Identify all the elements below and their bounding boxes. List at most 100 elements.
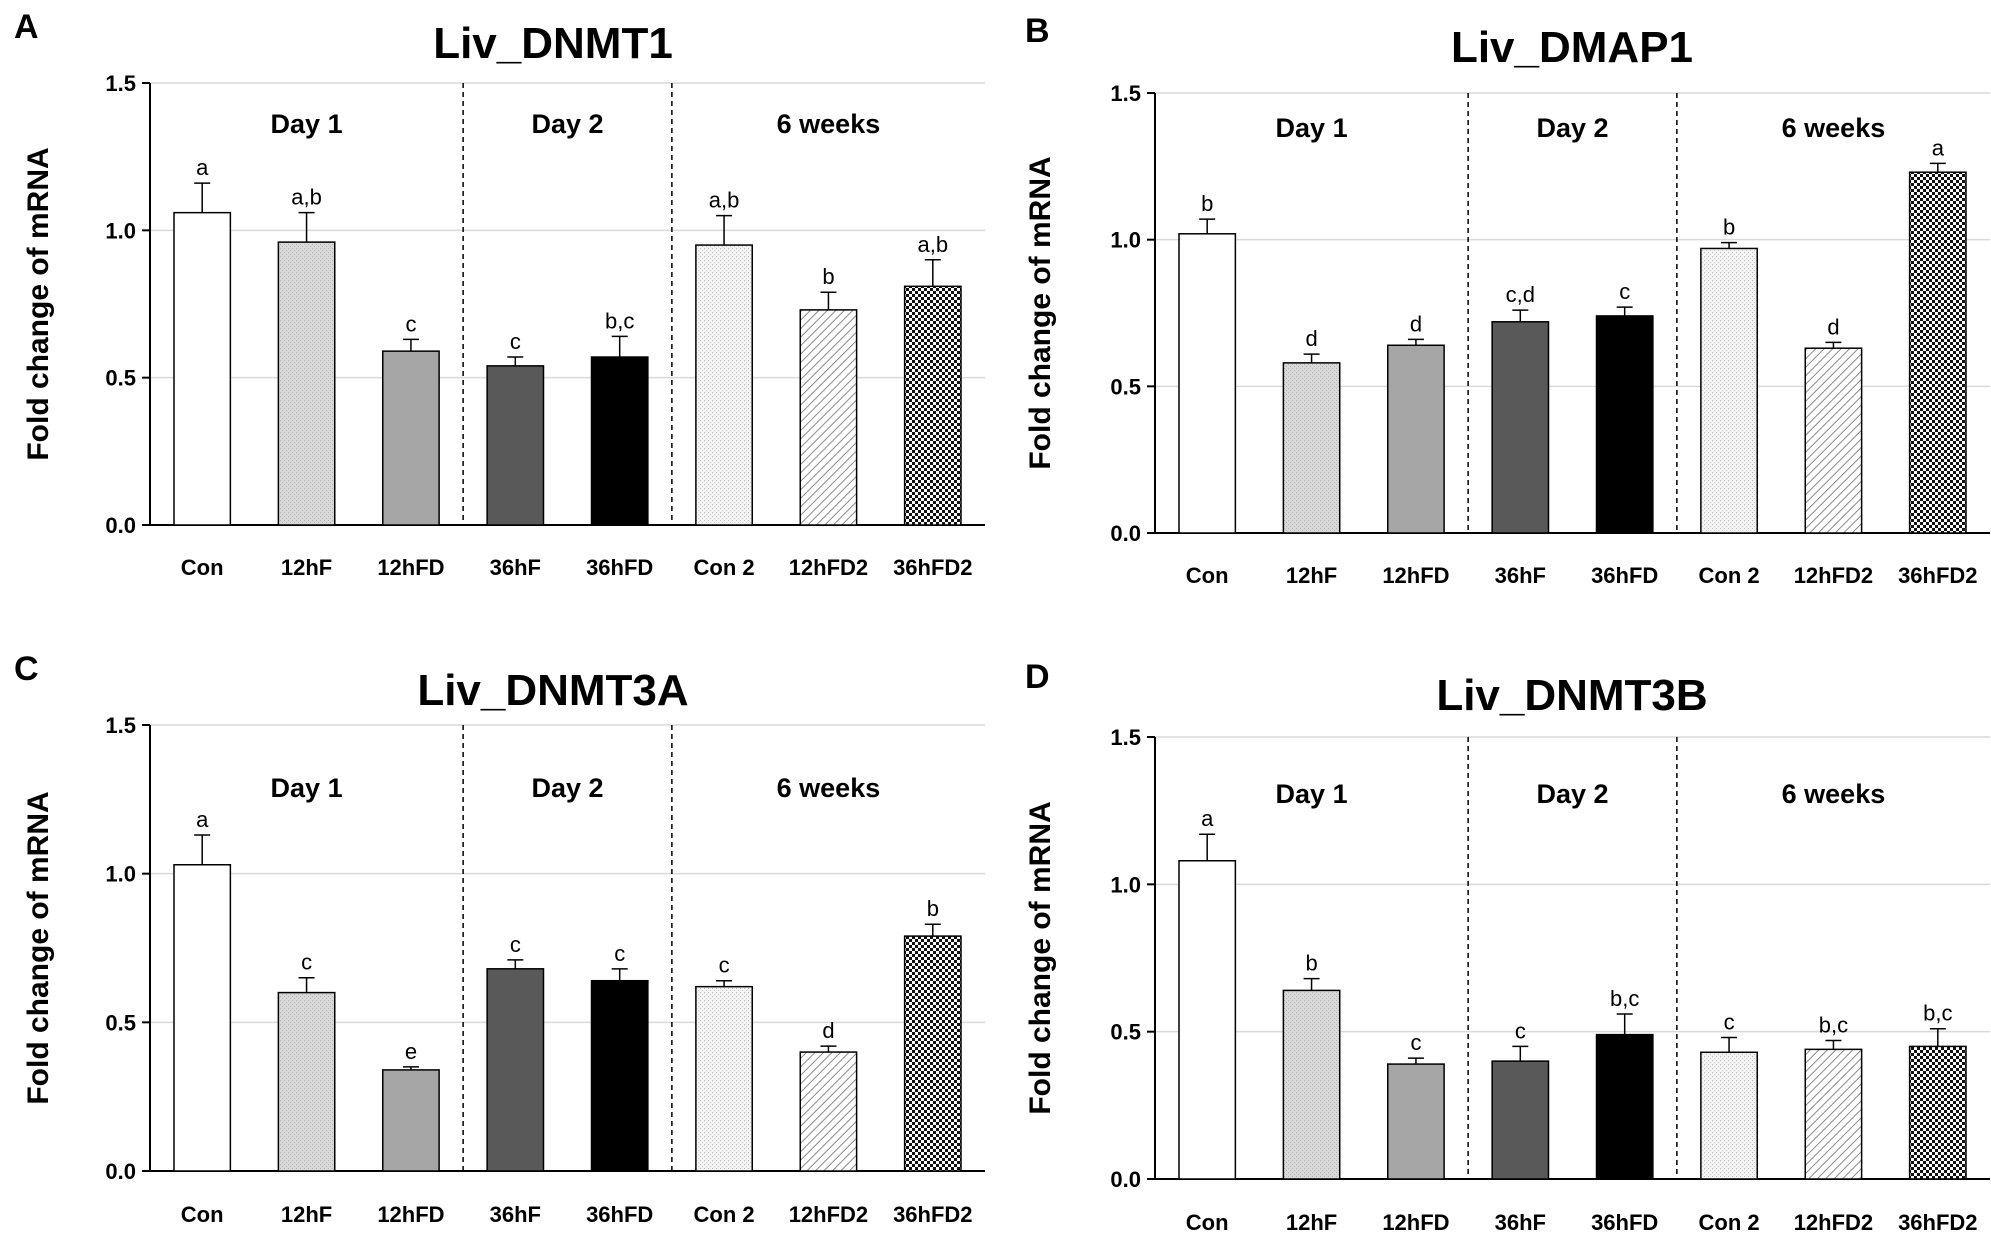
significance-letter: b,c — [1923, 1001, 1952, 1026]
group-label: Day 1 — [1276, 113, 1348, 143]
significance-letter: c — [510, 329, 521, 354]
x-tick-label: Con 2 — [694, 1202, 755, 1227]
significance-letter: b — [1723, 215, 1735, 240]
group-label: 6 weeks — [1782, 779, 1886, 809]
bar-36hfd2 — [903, 285, 962, 526]
x-tick-label: Con 2 — [1699, 1210, 1760, 1235]
y-tick-label: 0.0 — [105, 513, 136, 538]
chart-title: Liv_DNMT3B — [1436, 671, 1707, 720]
x-tick-label: Con 2 — [1699, 563, 1760, 588]
bar-12hfd2 — [799, 309, 858, 526]
x-tick-label: 36hFD2 — [1898, 1210, 1977, 1235]
chart-title: Liv_DNMT3A — [417, 666, 688, 715]
y-axis-label: Fold change of mRNA — [1024, 801, 1057, 1114]
x-tick-label: 12hF — [281, 555, 332, 580]
y-tick-label: 0.0 — [1110, 521, 1141, 546]
significance-letter: b — [927, 896, 939, 921]
group-label: 6 weeks — [777, 773, 881, 803]
bar-36hf — [486, 968, 545, 1172]
bar-12hf — [1282, 362, 1341, 534]
x-tick-label: 36hF — [490, 1202, 541, 1227]
group-label: Day 2 — [531, 773, 603, 803]
x-tick-label: 36hF — [1495, 1210, 1546, 1235]
bar-36hfd2 — [1908, 171, 1967, 534]
bar-36hfd — [590, 356, 649, 526]
significance-letter: d — [822, 1018, 834, 1043]
bar-con — [1178, 860, 1237, 1180]
panel-letter: A — [14, 8, 39, 46]
x-tick-label: 12hF — [1286, 563, 1337, 588]
bar-con — [173, 211, 232, 526]
bar-12hfd2 — [1804, 347, 1863, 534]
x-tick-label: 36hFD — [586, 1202, 653, 1227]
y-tick-label: 1.0 — [1110, 228, 1141, 253]
bar-con-2 — [1700, 1051, 1758, 1180]
significance-letter: b,c — [605, 308, 634, 333]
bar-12hfd2 — [799, 1051, 858, 1172]
y-tick-label: 1.5 — [1110, 725, 1141, 750]
y-tick-label: 1.0 — [1110, 872, 1141, 897]
chart-title: Liv_DNMT1 — [433, 19, 673, 68]
x-tick-label: 12hFD — [377, 555, 444, 580]
bar-36hfd — [590, 979, 649, 1172]
panel-d: D Liv_DNMT3B Fold change of mRNA 0.0 0.5 1.0 1… — [1024, 658, 1990, 1235]
x-tick-label: 12hFD — [377, 1202, 444, 1227]
x-tick-label: 12hFD2 — [1794, 1210, 1873, 1235]
bar-12hfd — [382, 350, 440, 526]
bar-con-2 — [695, 244, 753, 526]
y-axis-label: Fold change of mRNA — [22, 147, 55, 460]
bar-12hfd — [1387, 344, 1445, 534]
x-tick-label: 36hF — [1495, 563, 1546, 588]
panel-c: C Liv_DNMT3A Fold change of mRNA 0.0 0.5 1.0 1… — [14, 650, 985, 1227]
significance-letter: a — [1201, 806, 1214, 831]
bar-36hfd2 — [903, 935, 962, 1172]
significance-letter: b — [1201, 191, 1213, 216]
chart-title: Liv_DMAP1 — [1451, 23, 1693, 72]
panel-b: B Liv_DMAP1 Fold change of mRNA 0.0 0.5 1.0 1.… — [1024, 12, 1990, 588]
bar-con-2 — [1700, 247, 1758, 534]
significance-letter: c — [1410, 1030, 1421, 1055]
significance-letter: d — [1305, 326, 1317, 351]
bar-36hf — [1491, 1060, 1550, 1180]
bar-12hfd — [382, 1069, 440, 1172]
bar-12hfd — [1387, 1063, 1445, 1180]
panel-letter: B — [1025, 12, 1050, 50]
x-tick-label: 12hF — [1286, 1210, 1337, 1235]
x-tick-label: Con — [181, 1202, 224, 1227]
group-label: Day 1 — [271, 109, 343, 139]
significance-letter: c — [1619, 279, 1630, 304]
significance-letter: a,b — [709, 188, 740, 213]
y-tick-label: 0.0 — [1110, 1167, 1141, 1192]
x-tick-label: 12hFD2 — [789, 1202, 868, 1227]
panel-letter: D — [1025, 658, 1050, 696]
significance-letter: a — [196, 807, 209, 832]
significance-letter: d — [1827, 314, 1839, 339]
significance-letter: d — [1410, 311, 1422, 336]
significance-letter: a,b — [918, 232, 949, 257]
x-tick-label: 12hFD — [1382, 563, 1449, 588]
significance-letter: c — [614, 941, 625, 966]
significance-letter: c,d — [1506, 282, 1535, 307]
y-axis-label: Fold change of mRNA — [1024, 156, 1057, 469]
x-tick-label: 12hFD — [1382, 1210, 1449, 1235]
significance-letter: c — [1515, 1018, 1526, 1043]
bar-con — [173, 863, 232, 1172]
significance-letter: b — [1305, 951, 1317, 976]
significance-letter: c — [510, 932, 521, 957]
significance-letter: b,c — [1610, 986, 1639, 1011]
x-tick-label: 36hFD2 — [893, 555, 972, 580]
bar-36hfd2 — [1908, 1045, 1967, 1180]
y-tick-label: 1.0 — [105, 218, 136, 243]
y-tick-label: 0.0 — [105, 1159, 136, 1184]
bar-con — [1178, 233, 1237, 534]
group-label: Day 2 — [531, 109, 603, 139]
panel-letter: C — [14, 650, 39, 688]
group-label: Day 1 — [1276, 779, 1348, 809]
significance-letter: c — [301, 950, 312, 975]
y-tick-label: 1.5 — [105, 713, 136, 738]
x-tick-label: Con 2 — [694, 555, 755, 580]
x-tick-label: 12hFD2 — [789, 555, 868, 580]
y-tick-label: 0.5 — [105, 366, 136, 391]
significance-letter: c — [719, 953, 730, 978]
